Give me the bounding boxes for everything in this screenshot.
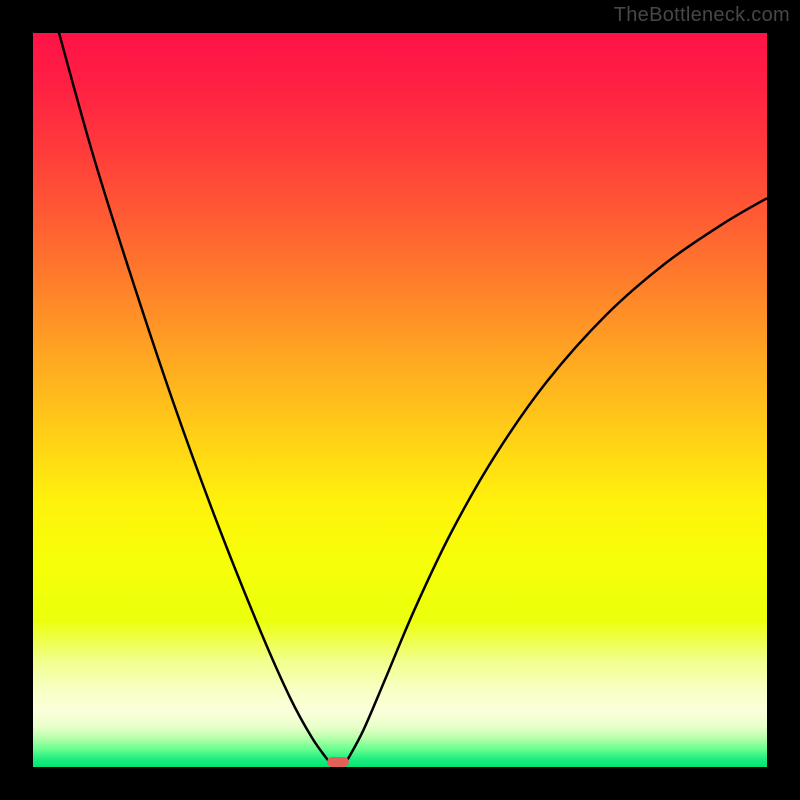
- plot-area: [33, 33, 767, 767]
- watermark-text: TheBottleneck.com: [614, 4, 790, 27]
- bottleneck-curve: [33, 33, 767, 767]
- optimum-marker: [327, 757, 349, 767]
